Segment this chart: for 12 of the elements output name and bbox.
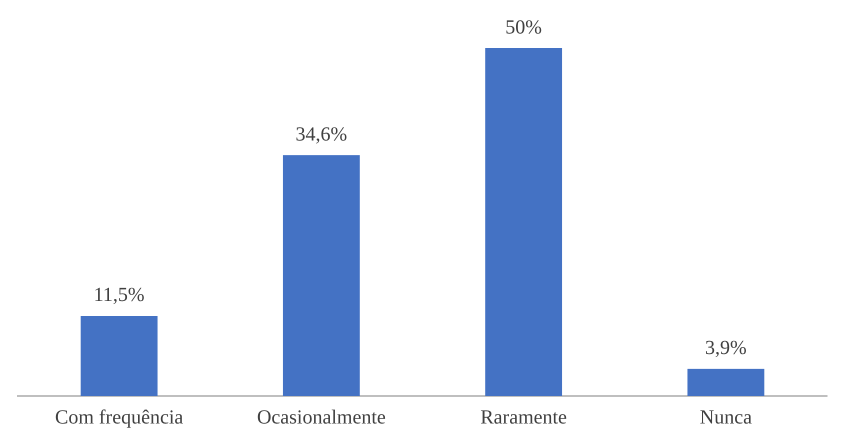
x-tick-label: Com frequência — [54, 406, 184, 428]
x-tick-label: Ocasionalmente — [256, 406, 386, 428]
bar — [282, 155, 360, 396]
x-tick-label: Raramente — [480, 406, 568, 428]
bar — [80, 316, 158, 396]
bar — [687, 368, 764, 396]
data-label: 11,5% — [94, 284, 145, 306]
data-label: 3,9% — [705, 337, 747, 360]
data-label: 50% — [505, 16, 542, 38]
bar — [485, 48, 562, 396]
x-tick-label: Nunca — [700, 406, 752, 428]
data-label: 34,6% — [296, 123, 348, 146]
